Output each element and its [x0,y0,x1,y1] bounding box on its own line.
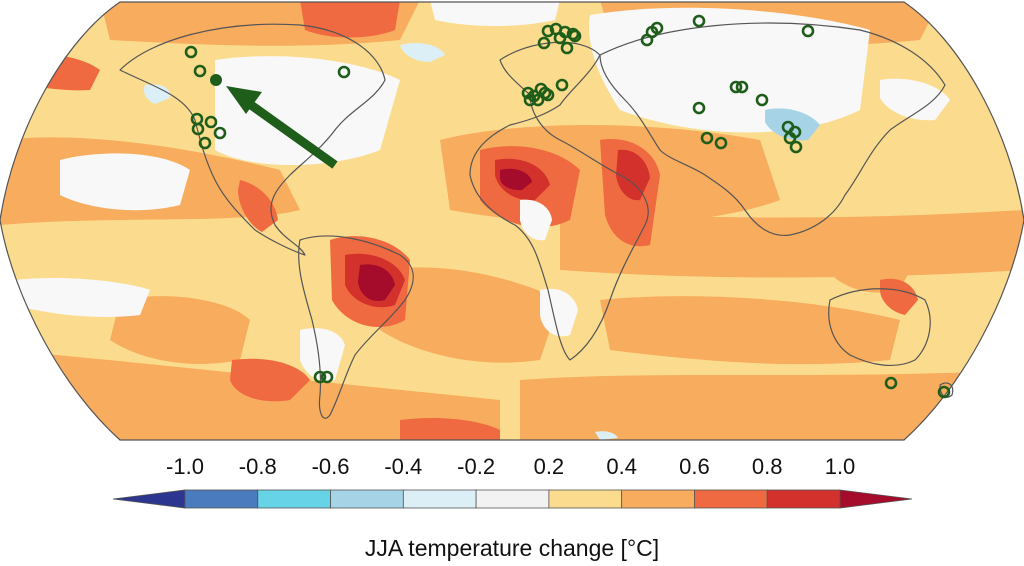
site-marker [538,86,552,100]
site-marker [555,78,569,92]
colorbar-bin [330,489,404,509]
site-marker [692,101,706,115]
site-marker [789,140,803,154]
new-zealand-outline [939,382,954,398]
north-america-outline [119,23,386,256]
colorbar-bin [475,489,550,509]
colorbar-tick-label: -1.0 [166,454,204,479]
asia-outline [599,22,946,237]
site-marker [729,80,743,94]
site-marker [650,21,664,35]
site-marker [531,93,545,107]
site-marker [521,86,535,100]
field-band-slight-cooling [144,43,618,440]
map-border [0,1,1024,441]
colorbar-bin-upper-extension [839,489,913,509]
south-america-outline [298,235,414,419]
colorbar-bin [548,489,623,509]
colorbar-bins [112,489,913,509]
site-marker [204,115,218,129]
highlighted-site-marker [210,74,222,86]
colorbar-tick-label: 1.0 [824,454,856,479]
site-marker [553,31,567,45]
field-band-above-1-0 [358,168,532,301]
site-marker [337,65,351,79]
site-marker [714,136,728,150]
colorbar-bin [766,489,841,509]
highlight-arrow [226,86,338,169]
temperature-field [0,2,1024,440]
site-marker [700,131,714,145]
site-marker [801,24,815,38]
colorbar [112,489,913,509]
colorbar-bin [402,489,477,509]
site-marker [568,29,582,43]
coastlines [119,22,954,419]
colorbar-tick-label: 0.8 [751,454,783,479]
europe-africa-outline [469,41,649,361]
site-marker [191,122,205,136]
site-marker [735,80,749,94]
site-marker [320,370,334,384]
colorbar-tick-label: -0.2 [457,454,496,479]
site-marker [640,33,654,47]
colorbar-bin [257,489,331,509]
australia-outline [828,288,931,366]
site-marker [213,126,227,140]
site-marker [537,36,551,50]
site-marker [193,64,207,78]
site-marker [755,93,769,107]
colorbar-bin [621,489,695,509]
colorbar-tick-label: -0.4 [384,454,423,479]
colorbar-title: JJA temperature change [°C] [364,535,660,561]
colorbar-bin [694,489,768,509]
field-band-near-zero [15,2,950,382]
site-marker [523,93,537,107]
colorbar-tick-label: 0.2 [533,454,565,479]
site-marker [566,27,580,41]
site-marker [783,131,797,145]
colorbar-tick-label: 0.6 [679,454,710,479]
site-marker [198,136,212,150]
world-map [0,1,1024,441]
site-marker [884,376,898,390]
site-marker [541,24,555,38]
colorbar-tick-label: 0.4 [606,454,637,479]
colorbar-tick-label: -0.6 [311,454,350,479]
colorbar-bin-lower-extension [112,489,186,509]
site-marker [184,45,198,59]
site-markers [184,14,951,399]
colorbar-tick-label: -0.8 [238,454,277,479]
colorbar-bin [184,489,259,509]
site-marker [692,14,706,28]
site-marker [560,41,574,55]
site-marker [937,385,951,399]
site-marker [313,370,327,384]
